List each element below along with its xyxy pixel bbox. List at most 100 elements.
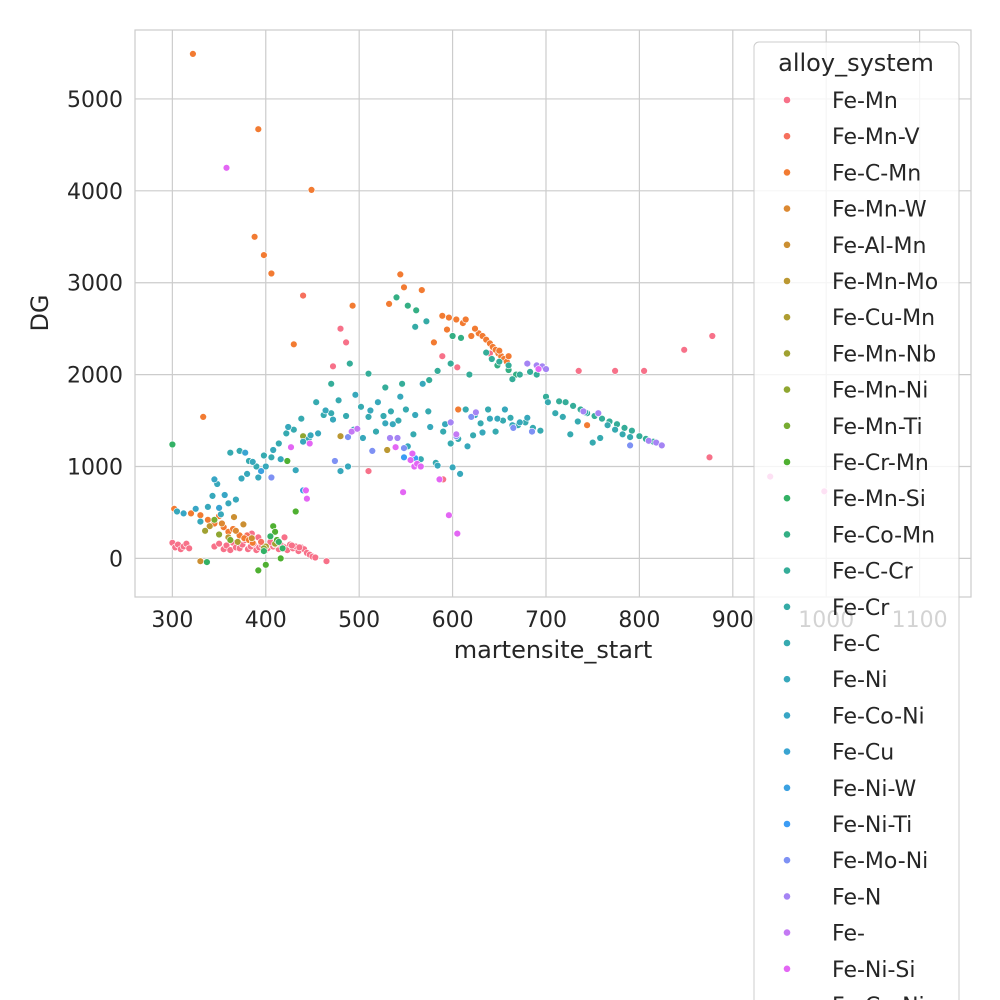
legend-marker xyxy=(783,856,791,865)
data-point xyxy=(234,538,242,546)
legend-marker xyxy=(783,892,791,901)
data-point xyxy=(453,363,461,371)
data-point xyxy=(493,415,502,423)
data-point xyxy=(574,367,583,375)
data-point xyxy=(269,446,277,454)
data-point xyxy=(329,415,337,424)
data-point xyxy=(574,417,582,426)
data-point xyxy=(189,50,197,58)
data-point xyxy=(302,486,310,495)
data-point xyxy=(307,186,316,194)
data-point xyxy=(306,431,315,439)
data-point xyxy=(364,370,373,378)
legend-marker xyxy=(783,240,791,249)
data-point xyxy=(506,414,515,422)
data-point xyxy=(559,413,567,421)
data-point xyxy=(412,306,420,314)
data-point xyxy=(357,403,365,411)
legend-marker xyxy=(783,313,791,322)
data-point xyxy=(408,449,417,458)
data-point xyxy=(366,406,375,415)
data-point xyxy=(569,402,577,410)
data-point xyxy=(504,352,513,360)
data-point xyxy=(708,332,716,340)
data-point xyxy=(396,270,404,279)
data-point xyxy=(457,334,465,342)
data-point xyxy=(453,529,461,538)
legend-entry-label: Fe-Mn-Nb xyxy=(832,342,936,367)
data-point xyxy=(275,538,283,546)
legend-marker xyxy=(783,204,791,213)
data-point xyxy=(501,405,509,414)
data-point xyxy=(260,251,268,259)
legend-box xyxy=(753,41,960,1000)
data-point xyxy=(179,509,188,518)
data-point xyxy=(400,283,408,291)
data-point xyxy=(396,393,404,401)
data-point xyxy=(290,340,298,348)
data-point xyxy=(534,365,543,373)
data-point xyxy=(422,317,431,325)
data-point xyxy=(222,164,231,172)
x-tick-label: 700 xyxy=(525,608,567,633)
data-point xyxy=(215,504,223,512)
legend-entry-label: Fe-Ni xyxy=(832,668,888,693)
data-point xyxy=(680,346,688,354)
data-point xyxy=(447,359,455,368)
legend-marker xyxy=(783,675,791,684)
data-point xyxy=(277,554,285,563)
data-point xyxy=(381,383,389,392)
data-point xyxy=(327,380,335,388)
data-point xyxy=(336,325,345,333)
data-point xyxy=(267,453,276,461)
legend-marker xyxy=(783,277,791,285)
data-point xyxy=(249,458,257,466)
legend-marker xyxy=(783,458,791,466)
data-point xyxy=(583,421,591,429)
data-point xyxy=(267,269,276,278)
data-point xyxy=(435,475,444,484)
data-point xyxy=(282,429,290,438)
data-point xyxy=(353,425,361,433)
legend-marker xyxy=(783,494,791,503)
data-point xyxy=(372,427,380,436)
data-point xyxy=(635,432,644,440)
data-point xyxy=(424,407,432,416)
data-point xyxy=(241,449,249,457)
legend-marker xyxy=(783,928,791,937)
data-point xyxy=(516,418,524,427)
legend-entry-label: Fe-Mn-V xyxy=(832,125,920,150)
plot-frame xyxy=(134,29,972,598)
data-point xyxy=(439,427,447,436)
legend-entry-label: Fe-Ni-W xyxy=(832,777,917,802)
data-point xyxy=(248,534,256,542)
data-point xyxy=(173,507,181,516)
data-point xyxy=(391,443,400,451)
data-point xyxy=(385,300,393,308)
legend-entry-label: Fe-Ni-Si xyxy=(832,958,916,983)
data-point xyxy=(254,473,262,482)
data-point xyxy=(336,467,345,475)
data-point xyxy=(210,516,219,524)
data-point xyxy=(433,367,442,375)
data-point xyxy=(452,430,460,438)
data-point xyxy=(237,474,246,483)
legend-marker xyxy=(783,747,791,756)
y-tick-label: 1000 xyxy=(67,456,123,481)
data-point xyxy=(271,528,279,536)
data-point xyxy=(594,409,602,417)
x-tick-label: 400 xyxy=(245,608,287,633)
data-point xyxy=(243,470,251,478)
data-point xyxy=(447,418,455,427)
data-point xyxy=(232,527,240,535)
legend-entry-label: Fe-Mn-Mo xyxy=(832,270,938,295)
legend-entries: Fe-Mn Fe-Mn-V Fe-C-Mn Fe-Mn-W Fe-Al-Mn Fe-Mn-… xyxy=(783,89,938,1000)
data-point xyxy=(215,530,223,539)
legend-entry-label: Fe-Co-Mn xyxy=(832,523,935,548)
data-point xyxy=(398,380,406,388)
data-point xyxy=(394,416,403,425)
data-point xyxy=(344,462,352,471)
data-point xyxy=(389,420,397,428)
data-point xyxy=(329,362,337,370)
legend-marker xyxy=(783,820,791,828)
